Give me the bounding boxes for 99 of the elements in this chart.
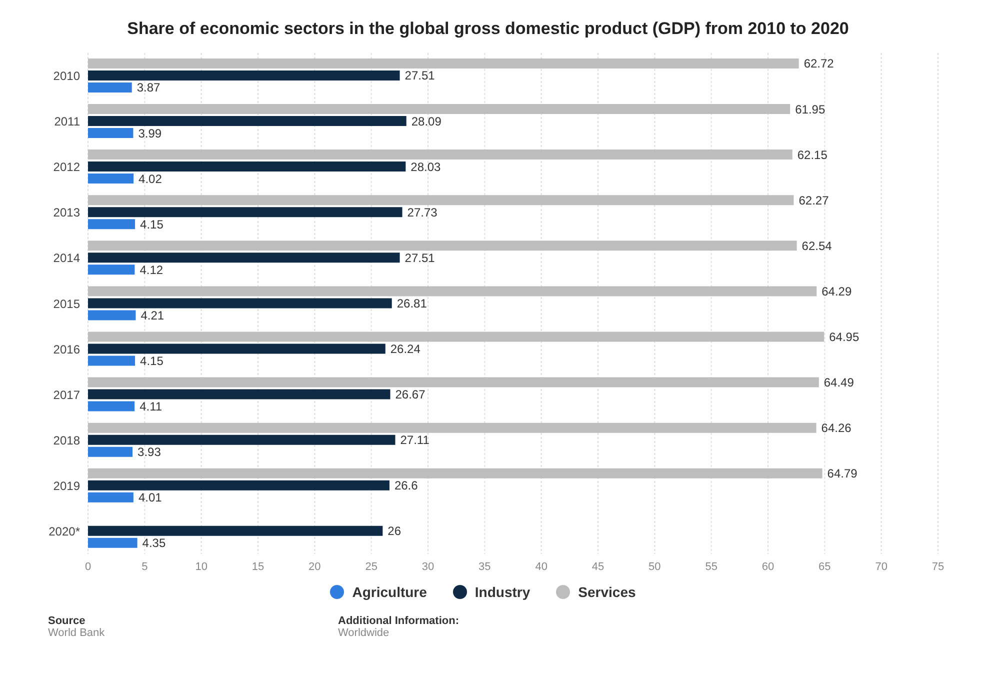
data-label: 28.09 (411, 114, 442, 128)
data-label: 64.29 (822, 284, 852, 298)
bar (88, 70, 400, 80)
bar (88, 128, 134, 138)
data-label: 4.01 (138, 490, 162, 505)
data-label: 62.15 (797, 148, 828, 162)
bar (88, 344, 386, 354)
data-label: 27.73 (407, 205, 438, 220)
y-tick-label: 2016 (53, 342, 80, 356)
data-label: 28.03 (410, 160, 442, 174)
data-label: 4.21 (140, 308, 164, 322)
data-label: 3.99 (138, 126, 162, 140)
bar (88, 104, 790, 114)
data-label: 26.6 (394, 478, 418, 493)
data-label: 62.72 (804, 56, 834, 71)
bar (88, 252, 400, 263)
data-label: 64.26 (821, 421, 852, 436)
data-label: 3.93 (138, 445, 162, 460)
x-tick-label: 40 (535, 560, 548, 573)
x-tick-label: 75 (932, 560, 944, 573)
bar (88, 377, 819, 388)
data-label: 27.51 (404, 68, 436, 83)
text: Source (48, 615, 86, 627)
x-tick-label: 70 (875, 560, 888, 573)
bar (88, 174, 134, 184)
bar (88, 195, 794, 206)
bar (88, 310, 136, 320)
bar (88, 422, 816, 433)
bar (88, 219, 136, 230)
bar (88, 116, 406, 126)
y-tick-label: 2010 (53, 69, 80, 84)
data-label: 26.67 (395, 388, 426, 402)
y-tick-label: 2014 (53, 251, 80, 266)
x-tick-label: 50 (648, 560, 661, 573)
bar (88, 538, 138, 548)
y-tick-label: 2018 (53, 433, 80, 448)
x-tick-label: 0 (84, 560, 92, 573)
data-label: 26.24 (390, 342, 421, 356)
y-tick-label: 2017 (53, 388, 80, 402)
data-label: 26.81 (396, 296, 428, 310)
data-label: 27.11 (400, 433, 430, 448)
data-label: 4.02 (138, 172, 162, 186)
data-label: 61.95 (795, 102, 826, 116)
bar (88, 286, 817, 296)
x-tick-label: 20 (308, 560, 321, 573)
x-tick-label: 55 (705, 560, 718, 573)
y-tick-label: 2013 (53, 206, 80, 220)
data-label: 3.87 (136, 80, 161, 95)
x-tick-label: 45 (592, 560, 604, 573)
bar (88, 434, 396, 445)
y-tick-label: 2020* (48, 524, 80, 538)
data-label: 64.49 (824, 376, 854, 390)
x-tick-label: 10 (195, 560, 208, 573)
data-label: 62.27 (798, 193, 830, 208)
bar (88, 446, 133, 457)
chart-title: Share of economic sectors in the global gross domestic product (GDP) from 2010 to 2020 (126, 18, 850, 40)
data-label: 4.35 (142, 536, 166, 550)
x-tick-label: 60 (762, 560, 774, 573)
bar (88, 264, 135, 275)
data-label: 4.15 (140, 217, 164, 232)
x-tick-label: 30 (422, 560, 434, 573)
bar (88, 298, 392, 308)
bar (88, 389, 390, 400)
x-tick-label: 35 (478, 560, 491, 573)
x-tick-label: 5 (142, 560, 148, 573)
bar (88, 401, 135, 412)
bar (88, 480, 390, 490)
bar (88, 492, 134, 502)
legend-label: Industry (474, 584, 530, 600)
bar (88, 58, 799, 68)
legend-label: Services (577, 584, 636, 600)
y-tick-label: 2011 (54, 114, 80, 129)
text: World Bank (48, 627, 106, 639)
data-label: 27.51 (404, 250, 436, 265)
data-label: 26 (388, 524, 402, 538)
data-label: 64.95 (829, 330, 860, 344)
bar (88, 356, 136, 366)
text: Worldwide (338, 627, 390, 639)
bar (88, 468, 822, 478)
y-tick-label: 2012 (53, 160, 80, 174)
bar (88, 526, 383, 536)
data-label: 4.12 (140, 262, 164, 277)
data-label: 4.15 (140, 354, 164, 368)
bar (88, 240, 797, 251)
data-label: 62.54 (802, 238, 832, 253)
legend-label: Agriculture (351, 584, 427, 600)
bar (88, 332, 824, 342)
x-tick-label: 65 (818, 560, 831, 573)
data-label: 4.11 (140, 400, 162, 414)
data-label: 64.79 (827, 466, 858, 481)
bar (88, 82, 132, 92)
y-tick-label: 2019 (53, 478, 80, 493)
bar (88, 150, 792, 160)
x-tick-label: 25 (365, 560, 378, 573)
bar (88, 207, 402, 218)
x-tick-label: 15 (252, 560, 264, 573)
y-tick-label: 2015 (53, 296, 80, 311)
bar (88, 162, 406, 172)
text: Additional Information: (338, 615, 460, 627)
